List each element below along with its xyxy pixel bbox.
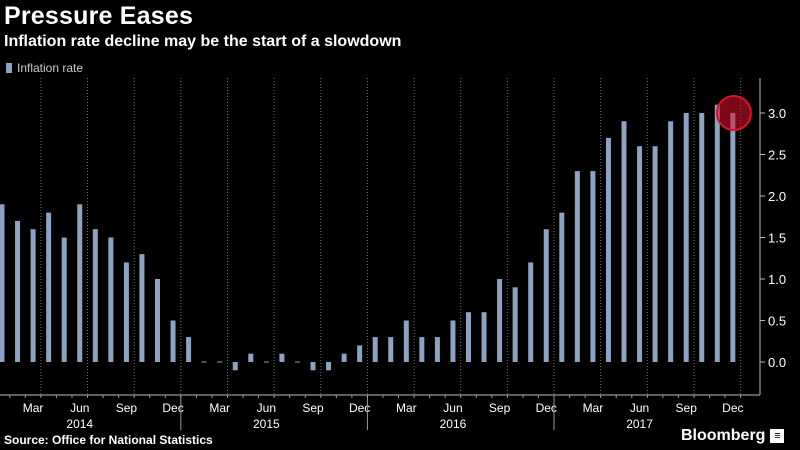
- brand-name: Bloomberg: [681, 427, 766, 444]
- bar: [92, 229, 98, 362]
- chart-subtitle: Inflation rate decline may be the start …: [4, 33, 402, 50]
- bar: [248, 353, 254, 362]
- bar: [30, 229, 36, 362]
- x-tick-label: Sep: [489, 401, 511, 415]
- bar: [217, 361, 223, 363]
- legend-label: Inflation rate: [17, 61, 84, 75]
- bar: [186, 337, 192, 362]
- bar: [559, 212, 565, 362]
- bar: [201, 361, 207, 363]
- x-tick-label: Mar: [583, 401, 604, 415]
- bar: [450, 320, 456, 362]
- x-tick-label: Mar: [209, 401, 230, 415]
- highlight-circle: [715, 95, 752, 131]
- bar: [0, 204, 5, 362]
- bar: [605, 137, 611, 362]
- y-tick-label: 0.0: [768, 355, 786, 370]
- bar: [714, 104, 720, 362]
- bar: [574, 171, 580, 362]
- bar: [170, 320, 176, 362]
- bar: [310, 362, 316, 371]
- y-tick-label: 1.5: [768, 231, 786, 246]
- bar: [637, 146, 643, 362]
- y-tick-label: 3.0: [768, 106, 786, 121]
- bar: [683, 113, 689, 362]
- bar: [294, 361, 300, 363]
- bar: [652, 146, 658, 362]
- chart-title: Pressure Eases: [4, 2, 194, 30]
- bar: [61, 237, 67, 362]
- bar: [108, 237, 114, 362]
- bar: [123, 262, 129, 362]
- x-tick-label: Jun: [443, 401, 462, 415]
- bar: [388, 337, 394, 362]
- x-tick-label: Jun: [257, 401, 276, 415]
- x-tick-label: Sep: [302, 401, 324, 415]
- x-tick-label: Mar: [23, 401, 44, 415]
- source-note: Source: Office for National Statistics: [4, 433, 213, 447]
- bar: [466, 312, 471, 362]
- x-tick-label: Dec: [722, 401, 743, 415]
- bar: [497, 279, 503, 362]
- bar: [46, 212, 52, 362]
- legend: Inflation rate: [6, 61, 83, 75]
- bar: [372, 337, 378, 362]
- bar: [699, 113, 705, 362]
- bar: [139, 254, 145, 362]
- bar: [341, 353, 347, 362]
- bar: [403, 320, 409, 362]
- bar: [419, 337, 425, 362]
- bar: [668, 121, 674, 362]
- x-year-label: 2015: [253, 417, 280, 431]
- bar: [730, 113, 736, 362]
- bar: [15, 220, 21, 362]
- y-tick-label: 0.5: [768, 314, 786, 329]
- y-tick-label: 1.0: [768, 272, 786, 287]
- x-tick-label: Jun: [630, 401, 649, 415]
- x-tick-label: Sep: [116, 401, 138, 415]
- y-tick-label: 2.0: [768, 189, 786, 204]
- bar: [232, 362, 238, 371]
- legend-swatch: [6, 63, 12, 73]
- x-tick-label: Jun: [70, 401, 89, 415]
- bar: [590, 171, 596, 362]
- bar: [279, 353, 285, 362]
- bar: [357, 345, 363, 362]
- x-tick-label: Mar: [396, 401, 417, 415]
- bar: [326, 362, 332, 371]
- bar: [543, 229, 549, 362]
- x-tick-label: Dec: [536, 401, 557, 415]
- bar: [512, 287, 518, 362]
- bar: [528, 262, 534, 362]
- y-tick-label: 2.5: [768, 148, 786, 163]
- x-year-label: 2014: [66, 417, 93, 431]
- bar: [434, 337, 440, 362]
- x-year-label: 2016: [440, 417, 467, 431]
- brand-logo: Bloomberg ≡: [681, 427, 785, 445]
- x-tick-label: Dec: [162, 401, 183, 415]
- bar: [263, 361, 269, 363]
- x-tick-label: Dec: [349, 401, 370, 415]
- brand-mark-icon: ≡: [770, 429, 785, 443]
- x-year-label: 2017: [626, 417, 653, 431]
- bar: [77, 204, 83, 362]
- bar: [621, 121, 627, 362]
- bar: [155, 279, 160, 362]
- x-tick-label: Sep: [676, 401, 698, 415]
- bar: [481, 312, 487, 362]
